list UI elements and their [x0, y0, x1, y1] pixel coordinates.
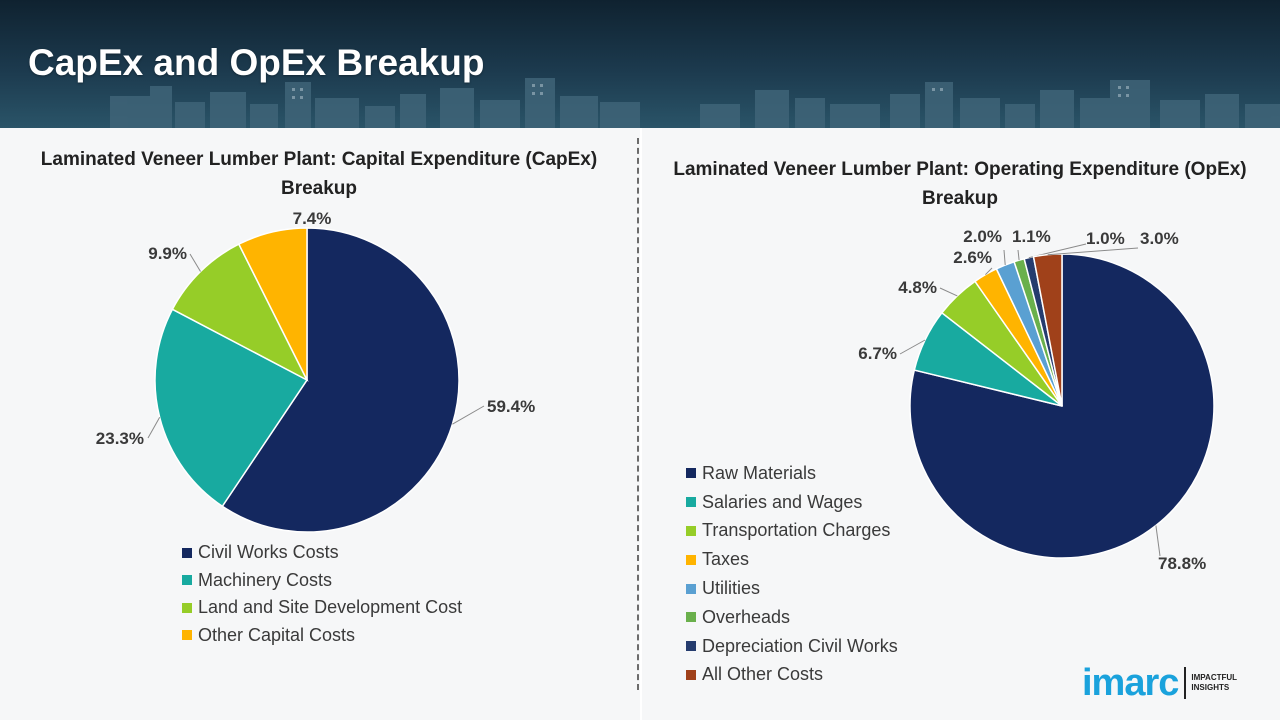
capex-legend-swatch — [182, 630, 192, 641]
opex-legend-label: Depreciation Civil Works — [702, 635, 898, 656]
opex-legend-label: Utilities — [702, 578, 761, 599]
capex-chart-title: Laminated Veneer Lumber Plant: Capital E… — [40, 149, 598, 199]
opex-legend-swatch — [686, 497, 696, 508]
capex-slice-3 — [237, 227, 308, 381]
opex-legend-item: Utilities — [686, 574, 898, 603]
capex-legend-label: Machinery Costs — [198, 569, 333, 590]
opex-legend-label: All Other Costs — [702, 664, 824, 685]
capex-legend-swatch — [182, 602, 192, 613]
opex-legend-item: Taxes — [686, 545, 898, 574]
opex-legend-swatch — [686, 641, 696, 652]
opex-legend-swatch — [686, 612, 696, 623]
capex-legend-item: Civil Works Costs — [182, 539, 462, 567]
logo-separator — [1184, 667, 1187, 699]
capex-data-label-2: 9.9% — [148, 244, 187, 263]
capex-legend-item: Other Capital Costs — [182, 622, 462, 650]
opex-data-label-6: 1.0% — [1086, 229, 1125, 248]
opex-legend-swatch — [686, 669, 696, 680]
capex-legend-label: Civil Works Costs — [198, 542, 339, 563]
opex-legend-label: Taxes — [702, 549, 750, 570]
opex-data-label-1: 6.7% — [858, 344, 897, 363]
opex-leader-line-5 — [1017, 249, 1020, 261]
capex-legend-item: Land and Site Development Cost — [182, 594, 462, 622]
logo-tagline-line1: IMPACTFUL — [1191, 673, 1238, 682]
opex-leader-line-7 — [1047, 247, 1139, 256]
opex-data-label-4: 2.0% — [963, 227, 1002, 246]
opex-legend-item: Overheads — [686, 603, 898, 632]
capex-data-label-1: 23.3% — [96, 429, 144, 448]
opex-data-label-3: 2.6% — [953, 248, 992, 267]
capex-slice-2 — [171, 243, 309, 382]
page-title: CapEx and OpEx Breakup — [28, 42, 485, 83]
opex-leader-line-2 — [939, 287, 958, 297]
capex-data-label-3: 7.4% — [293, 209, 332, 228]
capex-data-label-0: 59.4% — [487, 397, 535, 416]
opex-legend-item: Raw Materials — [686, 459, 898, 488]
capex-legend-item: Machinery Costs — [182, 567, 462, 595]
opex-legend-label: Raw Materials — [702, 462, 817, 483]
opex-data-label-5: 1.1% — [1012, 227, 1051, 246]
opex-legend-swatch — [686, 554, 696, 565]
opex-legend-label: Overheads — [702, 606, 791, 627]
opex-legend-swatch — [686, 468, 696, 479]
opex-leader-line-3 — [985, 267, 993, 276]
capex-leader-line-0 — [452, 405, 485, 425]
logo-tagline-line2: INSIGHTS — [1191, 683, 1230, 692]
opex-data-label-2: 4.8% — [898, 278, 937, 297]
header-banner: CapEx and OpEx Breakup — [0, 0, 1280, 128]
opex-legend-item: Transportation Charges — [686, 517, 898, 546]
opex-leader-line-0 — [1155, 525, 1161, 557]
imarc-logo: imarc IMPACTFUL INSIGHTS — [1082, 660, 1237, 706]
opex-legend-swatch — [686, 525, 696, 536]
capex-legend-label: Land and Site Development Cost — [198, 597, 463, 618]
logo-tagline: IMPACTFUL INSIGHTS — [1191, 673, 1237, 693]
opex-legend-swatch — [686, 583, 696, 594]
opex-leader-line-1 — [899, 339, 926, 355]
opex-data-label-7: 3.0% — [1140, 229, 1179, 248]
capex-leader-line-2 — [189, 253, 201, 272]
opex-data-label-0: 78.8% — [1158, 554, 1206, 573]
opex-chart-title: Laminated Veneer Lumber Plant: Operating… — [673, 159, 1247, 209]
panel-divider — [637, 138, 639, 690]
opex-leader-line-4 — [1003, 249, 1006, 266]
capex-legend-swatch — [182, 575, 192, 586]
capex-leader-line-1 — [147, 417, 161, 439]
opex-legend: Raw Materials Salaries and Wages Transport… — [686, 459, 898, 689]
opex-legend-label: Salaries and Wages — [702, 491, 863, 512]
capex-legend: Civil Works Costs Machinery Costs Land and… — [182, 539, 462, 649]
opex-legend-item: All Other Costs — [686, 661, 898, 690]
capex-slice-0 — [221, 227, 460, 533]
capex-legend-label: Other Capital Costs — [198, 624, 356, 645]
opex-legend-label: Transportation Charges — [702, 520, 891, 541]
capex-legend-swatch — [182, 547, 192, 558]
logo-wordmark: imarc — [1082, 661, 1179, 704]
skyline-graphic — [110, 78, 1280, 128]
opex-legend-item: Depreciation Civil Works — [686, 632, 898, 661]
opex-legend-item: Salaries and Wages — [686, 488, 898, 517]
